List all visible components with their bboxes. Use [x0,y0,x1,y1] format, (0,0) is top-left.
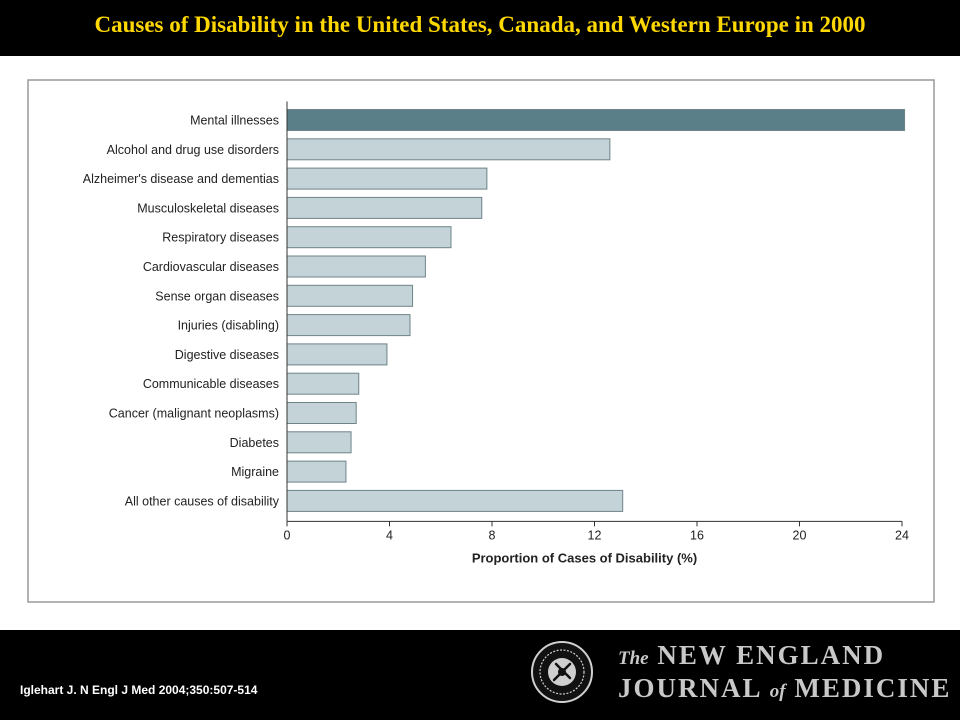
bar-cardiovascular-diseases [286,255,426,278]
category-label: Sense organ diseases [155,289,279,303]
x-tick-label: 20 [793,528,807,542]
bar-injuries-disabling [286,314,411,337]
category-label: Digestive diseases [175,348,279,362]
x-axis: 0 4 8 12 16 20 24 [284,520,909,542]
category-label: Injuries (disabling) [178,319,279,333]
journal-logo: The NEW ENGLAND JOURNAL of MEDICINE [618,642,951,702]
bar-alcohol-and-drug-use-disorders [286,138,611,161]
citation: Iglehart J. N Engl J Med 2004;350:507-51… [20,683,258,697]
chart-panel: Mental illnesses Alcohol and drug use dis… [0,56,960,630]
x-tick-label: 4 [386,528,393,542]
category-label: Cardiovascular diseases [143,260,279,274]
bar-all-other-causes-of-disability [286,489,624,512]
category-labels-group: Mental illnesses Alcohol and drug use dis… [83,114,280,509]
x-axis-title: Proportion of Cases of Disability (%) [472,550,697,565]
logo-medicine: MEDICINE [794,673,952,703]
bar-sense-organ-diseases [286,284,414,307]
bar-respiratory-diseases [286,226,452,249]
category-label: Alcohol and drug use disorders [107,143,279,157]
category-label: Diabetes [230,436,279,450]
category-label: Cancer (malignant neoplasms) [109,407,279,421]
bars-group [286,109,906,512]
x-tick-label: 12 [588,528,602,542]
x-tick-label: 0 [284,528,291,542]
bar-chart: Mental illnesses Alcohol and drug use dis… [27,79,935,603]
category-label: Respiratory diseases [162,231,279,245]
category-label: Mental illnesses [190,114,279,128]
bar-communicable-diseases [286,372,360,395]
category-label: All other causes of disability [125,494,280,508]
slide-title: Causes of Disability in the United State… [94,12,866,37]
bar-musculoskeletal-diseases [286,196,483,219]
logo-of: of [769,681,786,702]
bar-digestive-diseases [286,343,388,366]
logo-new-england: NEW ENGLAND [657,640,886,670]
logo-journal: JOURNAL [618,673,762,703]
category-label: Alzheimer's disease and dementias [83,172,279,186]
category-label: Migraine [231,465,279,479]
x-tick-label: 8 [489,528,496,542]
bar-mental-illnesses [286,109,906,131]
chart-frame [27,79,935,603]
logo-the: The [618,648,649,669]
bar-diabetes [286,431,352,454]
x-tick-label: 24 [895,528,909,542]
bar-migraine [286,460,347,483]
x-tick-label: 16 [690,528,704,542]
bar-alzheimer-s-disease-and-dementias [286,167,488,190]
journal-seal-logo [531,641,593,703]
category-label: Musculoskeletal diseases [137,201,279,215]
category-label: Communicable diseases [143,377,279,391]
bar-cancer-malignant-neoplasms [286,402,357,424]
